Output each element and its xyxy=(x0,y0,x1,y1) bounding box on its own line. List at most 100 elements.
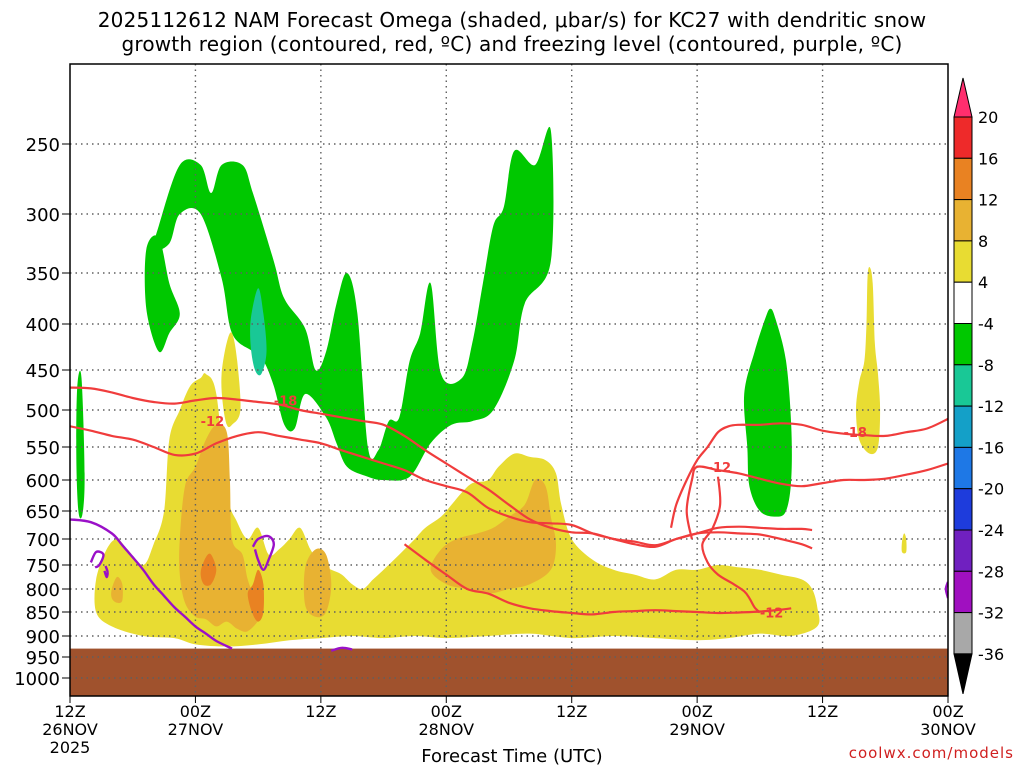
colorbar-label-11: -28 xyxy=(978,562,1004,581)
colorbar-label-12: -32 xyxy=(978,604,1004,623)
dendritic-label-1: -12 xyxy=(201,415,225,430)
colorbar: 20 16 12 8 4 -4 -8 -12 -16 -20 -24 -28 -32 -36 xyxy=(953,77,1004,695)
credit-text: coolwx.com/models xyxy=(848,744,1014,762)
y-tick-250: 250 xyxy=(26,135,60,156)
y-tick-400: 400 xyxy=(26,315,60,336)
y-tick-300: 300 xyxy=(26,205,60,226)
y-tick-650: 650 xyxy=(26,502,60,523)
x-tick-24: 12Z xyxy=(305,702,336,721)
dendritic-label-3: -12 xyxy=(708,461,732,476)
dendritic-contour-1 xyxy=(70,425,813,550)
dendritic-label-2: -18 xyxy=(843,426,867,441)
x-tick-date-84: 30NOV xyxy=(920,720,976,739)
colorbar-seg-11 xyxy=(953,529,973,572)
colorbar-label-6: -8 xyxy=(978,356,994,375)
omega-region-9 xyxy=(179,424,261,632)
dendritic-contour-4 xyxy=(403,543,792,616)
colorbar-label-4: 4 xyxy=(978,273,988,292)
colorbar-seg-7 xyxy=(953,364,973,407)
colorbar-label-8: -16 xyxy=(978,438,1004,457)
y-tick-1000: 1000 xyxy=(14,669,60,690)
x-tick-36: 00Z xyxy=(431,702,462,721)
omega-region-1 xyxy=(144,235,180,353)
omega-region-10 xyxy=(111,576,123,604)
omega-region-8 xyxy=(901,533,907,554)
colorbar-label-1: 16 xyxy=(978,149,998,168)
y-tick-600: 600 xyxy=(26,471,60,492)
y-tick-450: 450 xyxy=(26,361,60,382)
dendritic-contour-3 xyxy=(685,462,948,540)
freezing-contour-4 xyxy=(330,646,353,652)
chart-title: 2025112612 NAM Forecast Omega (shaded, μ… xyxy=(97,8,927,56)
omega-region-5 xyxy=(94,373,820,647)
freezing-contour-3 xyxy=(251,534,276,572)
colorbar-seg-13 xyxy=(953,612,973,655)
colorbar-label-9: -20 xyxy=(978,480,1004,499)
colorbar-seg-10 xyxy=(953,488,973,531)
y-tick-900: 900 xyxy=(26,627,60,648)
x-axis-label: Forecast Time (UTC) xyxy=(421,746,603,767)
colorbar-seg-1 xyxy=(953,116,973,159)
colorbar-top-arrow xyxy=(953,77,973,118)
frame-rect xyxy=(69,63,949,697)
dendritic-contour-5 xyxy=(701,476,761,614)
colorbar-seg-6 xyxy=(953,323,973,366)
x-tick-date-12: 27NOV xyxy=(168,720,224,739)
x-tick-date-60: 29NOV xyxy=(669,720,725,739)
omega-region-7 xyxy=(856,266,881,455)
y-tick-950: 950 xyxy=(26,648,60,669)
colorbar-seg-4 xyxy=(953,240,973,283)
omega-region-14 xyxy=(200,553,217,586)
contour-lines: -18 -12 -18 -12 -12 xyxy=(70,386,948,652)
freezing-contour-2 xyxy=(103,565,109,579)
colorbar-seg-12 xyxy=(953,570,973,614)
plot-frame xyxy=(69,63,949,697)
y-tick-350: 350 xyxy=(26,264,60,285)
grid-lines xyxy=(70,64,948,696)
dendritic-label-0: -18 xyxy=(274,394,298,409)
omega-shading xyxy=(76,126,907,647)
freezing-contour-1 xyxy=(89,550,105,569)
x-tick-12: 00Z xyxy=(180,702,211,721)
omega-region-13 xyxy=(247,569,264,622)
y-tick-800: 800 xyxy=(26,580,60,601)
colorbar-seg-3 xyxy=(953,199,973,242)
colorbar-seg-5 xyxy=(953,281,973,325)
colorbar-label-7: -12 xyxy=(978,397,1004,416)
x-tick-date-36: 28NOV xyxy=(418,720,474,739)
omega-region-2 xyxy=(76,370,85,519)
ground-fill xyxy=(70,648,948,696)
colorbar-bottom-arrow xyxy=(953,653,973,695)
ground-layer xyxy=(70,648,948,696)
x-tick-72: 12Z xyxy=(807,702,838,721)
x-tick-0: 12Z xyxy=(54,702,85,721)
colorbar-seg-9 xyxy=(953,446,973,490)
colorbar-label-5: -4 xyxy=(978,315,994,334)
colorbar-label-10: -24 xyxy=(978,521,1004,540)
omega-region-4 xyxy=(250,288,267,376)
colorbar-label-2: 12 xyxy=(978,191,998,210)
dendritic-contour-2 xyxy=(669,417,948,529)
omega-region-6 xyxy=(221,332,241,428)
colorbar-label-3: 8 xyxy=(978,232,988,251)
x-tick-84: 00Z xyxy=(932,702,963,721)
x-tick-48: 12Z xyxy=(556,702,587,721)
colorbar-label-0: 20 xyxy=(978,108,998,127)
x-tick-date-0: 26NOV xyxy=(42,720,98,739)
y-tick-750: 750 xyxy=(26,556,60,577)
x-tick-year-0: 2025 xyxy=(50,738,91,757)
colorbar-seg-2 xyxy=(953,157,973,201)
y-tick-500: 500 xyxy=(26,401,60,422)
x-tick-60: 00Z xyxy=(681,702,712,721)
y-tick-700: 700 xyxy=(26,530,60,551)
freezing-contour-0 xyxy=(70,518,233,650)
colorbar-label-13: -36 xyxy=(978,645,1004,664)
omega-region-0 xyxy=(153,126,554,481)
y-tick-550: 550 xyxy=(26,438,60,459)
omega-region-3 xyxy=(743,308,792,517)
dendritic-label-4: -12 xyxy=(760,606,784,621)
colorbar-seg-8 xyxy=(953,405,973,448)
